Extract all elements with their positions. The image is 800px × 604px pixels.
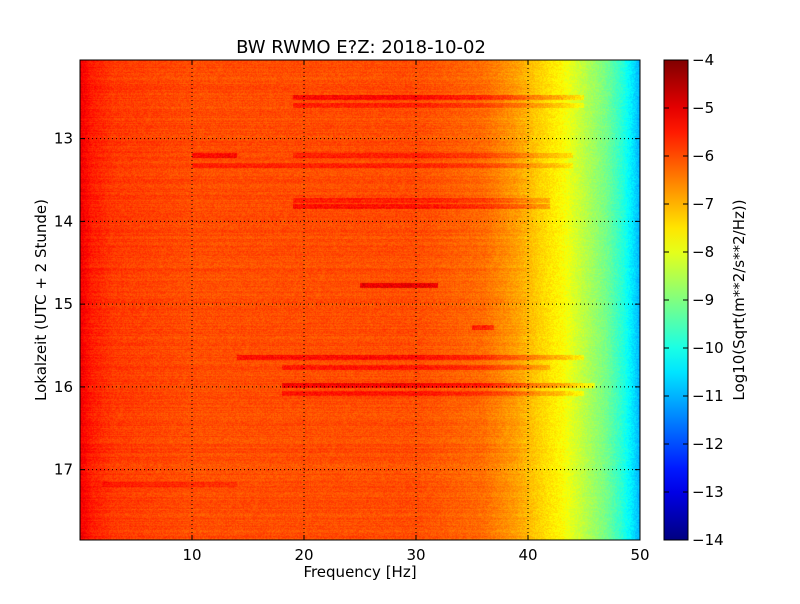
colorbar-tick-label: −13 xyxy=(692,483,724,501)
x-axis-label: Frequency [Hz] xyxy=(303,563,416,581)
y-tick-label: 13 xyxy=(54,130,73,148)
plot-area: 10 20 30 40 50 13 14 15 16 17 xyxy=(54,59,650,564)
colorbar-tick-label: −5 xyxy=(692,99,714,117)
colorbar-label: Log10(Sqrt(m**2/s**2/Hz)) xyxy=(730,199,748,400)
y-tick-label: 16 xyxy=(54,378,73,396)
y-tick-label: 14 xyxy=(54,212,73,230)
y-tick-label: 17 xyxy=(54,461,73,479)
x-tick-label: 30 xyxy=(406,546,425,564)
colorbar-tick-label: −11 xyxy=(692,387,724,405)
colorbar-tick-label: −14 xyxy=(692,531,724,549)
y-axis-label: Lokalzeit (UTC + 2 Stunde) xyxy=(32,199,50,401)
colorbar-tick-label: −4 xyxy=(692,51,714,69)
plot-frame xyxy=(79,59,641,541)
x-tick-label: 50 xyxy=(630,546,649,564)
colorbar-tick-label: −12 xyxy=(692,435,724,453)
x-tick-label: 10 xyxy=(182,546,201,564)
colorbar: −4 −5 −6 −7 −8 −9 −10 −11 −12 −13 −14 Log10(Sqrt(m… xyxy=(663,51,748,549)
spectrogram-image xyxy=(80,60,640,540)
colorbar-ticks: −4 −5 −6 −7 −8 −9 −10 −11 −12 −13 −14 xyxy=(664,51,724,549)
x-tick-label: 20 xyxy=(294,546,313,564)
colorbar-tick-label: −8 xyxy=(692,243,714,261)
colorbar-tick-label: −7 xyxy=(692,195,714,213)
colorbar-tick-label: −9 xyxy=(692,291,714,309)
grid-lines xyxy=(80,60,640,540)
x-axis-ticks: 10 20 30 40 50 xyxy=(182,60,650,564)
x-tick-label: 40 xyxy=(518,546,537,564)
y-tick-label: 15 xyxy=(54,295,73,313)
chart-title: BW RWMO E?Z: 2018-10-02 xyxy=(236,37,486,58)
colorbar-tick-label: −10 xyxy=(692,339,724,357)
colorbar-tick-label: −6 xyxy=(692,147,714,165)
y-axis-ticks: 13 14 15 16 17 xyxy=(54,130,640,479)
